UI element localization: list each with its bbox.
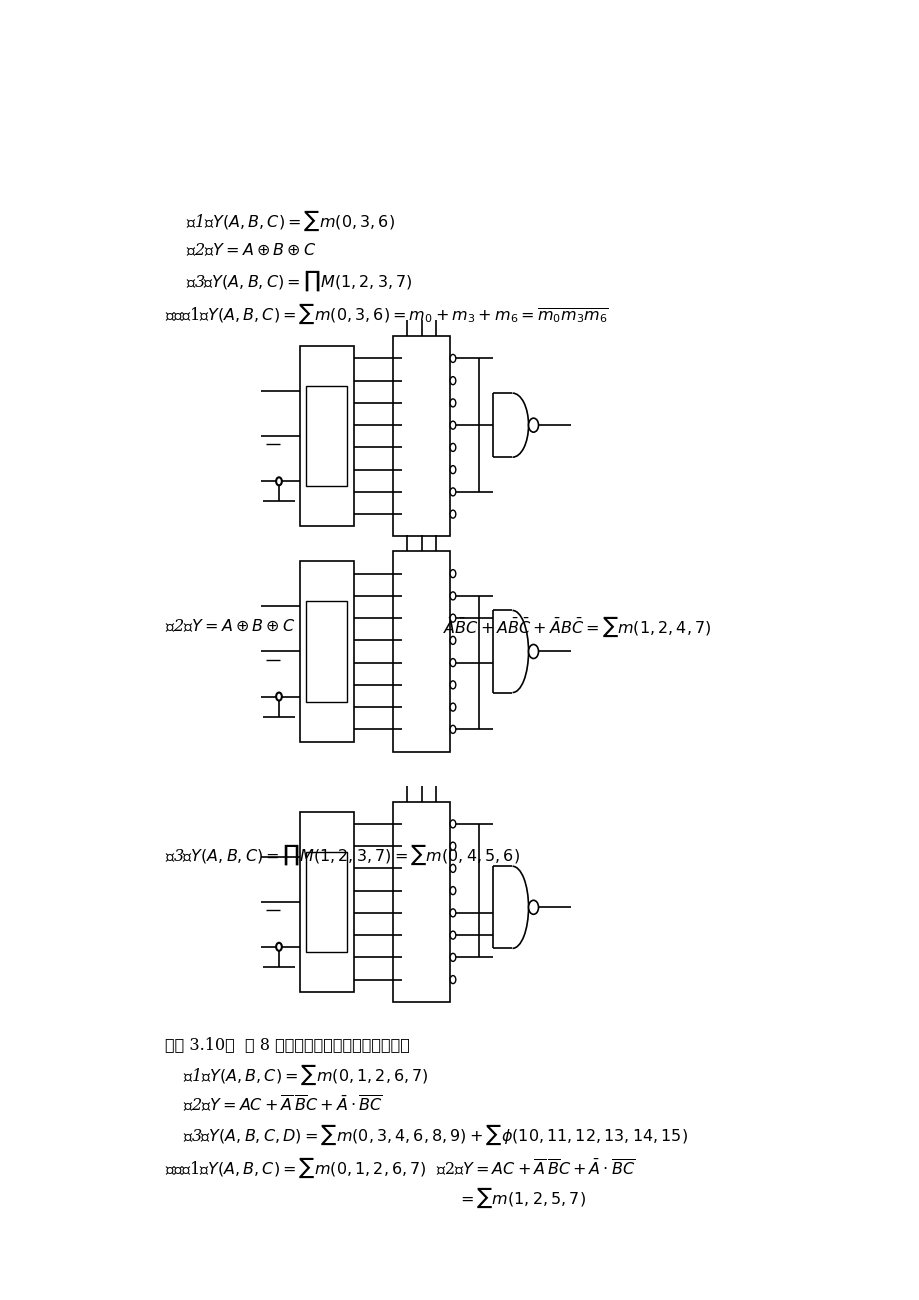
Text: （3）$Y(A,B,C,D) = \sum m(0,3,4,6,8,9) + \sum \phi(10,11,12,13,14,15)$: （3）$Y(A,B,C,D) = \sum m(0,3,4,6,8,9) + \…: [183, 1123, 686, 1147]
Circle shape: [276, 693, 281, 701]
Circle shape: [449, 931, 455, 939]
Text: 解：（1）$Y(A,B,C) = \sum m(0,3,6) = m_0 + m_3 + m_6 = \overline{m_0 m_3 m_6}$: 解：（1）$Y(A,B,C) = \sum m(0,3,6) = m_0 + m…: [165, 302, 608, 326]
Circle shape: [449, 909, 455, 916]
Circle shape: [449, 637, 455, 645]
Circle shape: [449, 725, 455, 733]
Circle shape: [449, 399, 455, 407]
Text: （3）$Y(A,B,C) = \prod M(1,2,3,7) = \sum m(0,4,5,6)$: （3）$Y(A,B,C) = \prod M(1,2,3,7) = \sum m…: [165, 842, 519, 867]
Text: （1）$Y(A,B,C) = \sum m(0,1,2,6,7)$: （1）$Y(A,B,C) = \sum m(0,1,2,6,7)$: [183, 1063, 428, 1087]
Bar: [306, 852, 346, 952]
Circle shape: [449, 488, 455, 495]
Circle shape: [276, 942, 281, 950]
Bar: [300, 811, 354, 992]
Circle shape: [449, 820, 455, 828]
Circle shape: [528, 901, 538, 914]
Circle shape: [449, 355, 455, 363]
Text: 解：（1）$Y(A,B,C) = \sum m(0,1,2,6,7)$  （2）$Y = AC + \overline{A}\,\overline{B}C + : 解：（1）$Y(A,B,C) = \sum m(0,1,2,6,7)$ （2）$…: [165, 1156, 634, 1180]
Circle shape: [449, 659, 455, 667]
Bar: [300, 346, 354, 526]
Bar: [306, 386, 346, 486]
Circle shape: [276, 477, 281, 485]
Text: $\bar{A}\bar{B}C + A\bar{B}\bar{C} + \bar{A}B\bar{C} = \sum m(1,2,4,7)$: $\bar{A}\bar{B}C + A\bar{B}\bar{C} + \ba…: [443, 615, 710, 638]
Circle shape: [449, 864, 455, 872]
Circle shape: [449, 421, 455, 429]
Circle shape: [449, 465, 455, 473]
Bar: [300, 562, 354, 741]
Bar: [392, 551, 449, 751]
Bar: [392, 802, 449, 1002]
Text: （2）$Y = A \oplus B \oplus C$: （2）$Y = A \oplus B \oplus C$: [165, 618, 295, 634]
Circle shape: [528, 645, 538, 659]
Circle shape: [449, 887, 455, 894]
Circle shape: [449, 569, 455, 577]
Circle shape: [449, 614, 455, 623]
Text: （3）$Y(A,B,C) = \prod M(1,2,3,7)$: （3）$Y(A,B,C) = \prod M(1,2,3,7)$: [186, 269, 413, 294]
Text: $= \sum m(1,2,5,7)$: $= \sum m(1,2,5,7)$: [457, 1186, 585, 1210]
Text: （1）$Y(A,B,C) = \sum m(0,3,6)$: （1）$Y(A,B,C) = \sum m(0,3,6)$: [186, 209, 395, 233]
Circle shape: [449, 592, 455, 599]
Circle shape: [449, 953, 455, 962]
Text: （2）$Y = A \oplus B \oplus C$: （2）$Y = A \oplus B \oplus C$: [186, 243, 316, 260]
Bar: [306, 602, 346, 702]
Circle shape: [449, 703, 455, 711]
Circle shape: [449, 842, 455, 850]
Text: （2）$Y = AC + \overline{A}\,\overline{B}C + \bar{A} \cdot \overline{BC}$: （2）$Y = AC + \overline{A}\,\overline{B}C…: [183, 1095, 381, 1115]
Circle shape: [528, 419, 538, 432]
Text: ［题 3.10］  用 8 选一数据选择器实现逻辑函数。: ［题 3.10］ 用 8 选一数据选择器实现逻辑函数。: [165, 1036, 409, 1053]
Circle shape: [449, 377, 455, 385]
Circle shape: [449, 975, 455, 984]
Circle shape: [449, 681, 455, 689]
Circle shape: [449, 443, 455, 451]
Bar: [392, 337, 449, 537]
Circle shape: [449, 510, 455, 519]
